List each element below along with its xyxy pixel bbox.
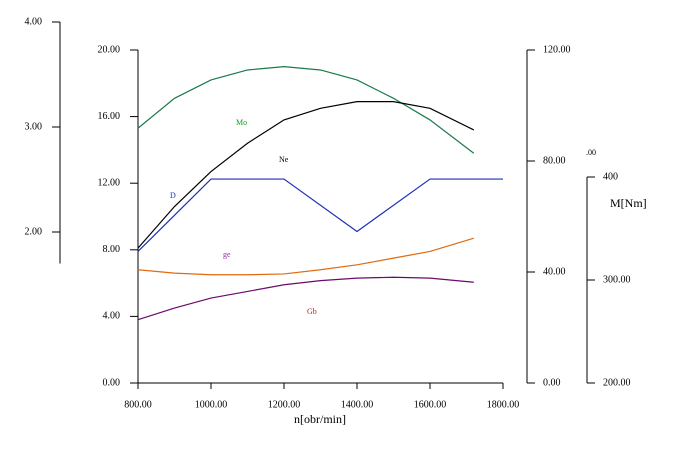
curve-label: ge [223,250,231,259]
y4-axis-label: M[Nm] [610,196,647,210]
y3-tick-label: 0.00 [543,377,561,388]
curve [137,237,474,276]
curve-label: Ne [279,155,289,164]
y3-tick-label: 80.00 [543,155,566,166]
y-tick-label: 12.00 [98,177,121,188]
y-tick-label: 8.00 [103,244,121,255]
y2-tick-label: 2.00 [25,226,43,237]
x-tick-label: 1000.00 [195,399,228,410]
curve-label: Mo [236,118,247,127]
x-axis-label: n[obr/min] [294,412,346,426]
x-tick-label: 800.00 [124,399,152,410]
y-tick-label: 20.00 [98,44,121,55]
y4-tick-label: 200.00 [603,377,631,388]
curve-label: D [170,191,176,200]
curve [137,66,475,154]
curve [137,276,474,321]
y2-tick-label: 3.00 [25,121,43,132]
y-tick-label: 4.00 [103,311,121,322]
x-tick-label: 1400.00 [341,399,374,410]
x-tick-label: 1200.00 [268,399,301,410]
curve [137,178,503,252]
curve-label: Gb [307,307,317,316]
y4-tick-label: 400 [603,171,618,182]
y3-tick-label: 120.00 [543,44,571,55]
y4-tick-label: 300.00 [603,274,631,285]
y2-tick-label: 4.00 [25,16,43,27]
y-tick-label: 16.00 [98,111,121,122]
annotation: .00 [586,148,596,157]
y-tick-label: 0.00 [103,377,121,388]
x-tick-label: 1800.00 [487,399,520,410]
curve [137,101,475,249]
y3-tick-label: 40.00 [543,266,566,277]
x-tick-label: 1600.00 [414,399,447,410]
